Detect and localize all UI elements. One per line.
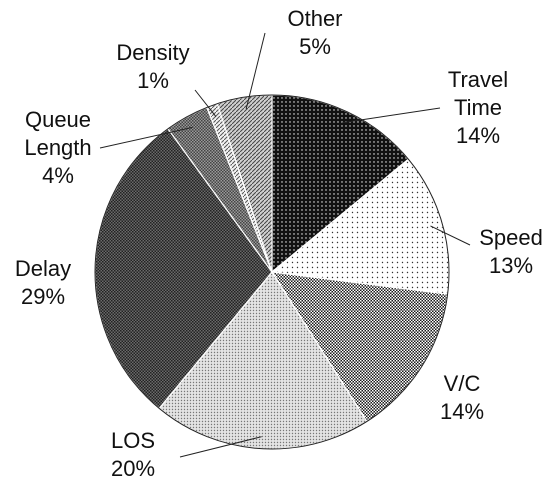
value-label: 29% xyxy=(20,284,66,309)
slice-label: Travel Time 14% xyxy=(430,66,526,150)
value-label: 20% xyxy=(110,456,156,481)
slice-label: Density 1% xyxy=(105,39,201,95)
slice-label: Speed 13% xyxy=(463,224,559,280)
leader-line xyxy=(430,225,471,246)
category-label: Density xyxy=(116,40,190,65)
value-label: 4% xyxy=(42,163,74,188)
slice-label: LOS 20% xyxy=(85,427,181,483)
slice-label: Delay 29% xyxy=(0,255,91,311)
category-label: V/C xyxy=(443,371,481,396)
leader-line xyxy=(245,32,266,110)
value-label: 1% xyxy=(137,68,169,93)
category-label: Travel Time xyxy=(447,67,509,120)
slice-label: Queue Length 4% xyxy=(10,106,106,190)
pie-outline xyxy=(94,94,450,450)
category-label: Delay xyxy=(14,256,72,281)
leader-line xyxy=(179,436,262,458)
slice-label: V/C 14% xyxy=(414,370,510,426)
category-label: Queue Length xyxy=(24,107,92,160)
value-label: 14% xyxy=(455,123,501,148)
value-label: 13% xyxy=(488,253,534,278)
value-label: 14% xyxy=(439,399,485,424)
value-label: 5% xyxy=(299,34,331,59)
slice-label: Other 5% xyxy=(267,5,363,61)
category-label: Speed xyxy=(479,225,543,250)
category-label: LOS xyxy=(110,428,156,453)
category-label: Other xyxy=(287,6,343,31)
leader-line xyxy=(99,126,193,149)
leader-line xyxy=(342,107,441,124)
leader-line xyxy=(194,89,217,118)
